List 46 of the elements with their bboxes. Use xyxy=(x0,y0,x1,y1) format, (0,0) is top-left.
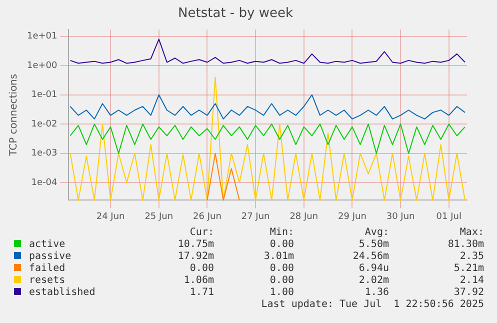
text: Last update: Tue Jul 1 22:50:56 2025 xyxy=(261,299,484,310)
text: 6.94u xyxy=(358,263,389,274)
text: 5.50m xyxy=(358,239,389,250)
text: 0.00 xyxy=(188,263,214,274)
text: 2.02m xyxy=(358,275,389,286)
text: 5.21m xyxy=(452,263,484,274)
text: Max: xyxy=(458,227,484,238)
text: 2.35 xyxy=(458,251,484,262)
x-tick-label: 25 Jun xyxy=(144,212,174,222)
x-tick-label: 01 Jul xyxy=(436,212,462,222)
x-tick-label: 29 Jun xyxy=(338,212,366,222)
y-tick-label: 1e-01 xyxy=(31,90,58,100)
text: 37.92 xyxy=(452,287,484,298)
text: 1.00 xyxy=(268,287,294,298)
text: 3.01m xyxy=(262,251,294,262)
x-tick-label: 30 Jun xyxy=(386,212,415,222)
text: 1.71 xyxy=(188,287,214,298)
text: 0.00 xyxy=(268,275,294,286)
legend-label: failed xyxy=(28,263,66,275)
text: Avg: xyxy=(364,227,389,238)
y-tick-label: 1e-02 xyxy=(31,119,58,130)
text: 0.00 xyxy=(268,239,294,250)
text: Min: xyxy=(268,227,294,238)
text: 10.75m xyxy=(176,239,214,250)
y-tick-label: 1e+00 xyxy=(26,60,58,71)
text: 81.30m xyxy=(446,239,484,250)
y-tick-label: 1e-04 xyxy=(31,178,58,188)
legend-label: active xyxy=(28,239,66,251)
x-tick-label: 28 Jun xyxy=(290,212,318,222)
legend-label: passive xyxy=(28,251,72,263)
x-tick-label: 27 Jun xyxy=(241,212,270,222)
text: 0.00 xyxy=(268,263,294,274)
text: 1.36 xyxy=(364,287,389,298)
x-tick-label: 26 Jun xyxy=(193,212,222,222)
text: Cur: xyxy=(188,227,214,238)
text: 2.14 xyxy=(458,275,484,286)
x-tick-label: 24 Jun xyxy=(96,212,125,222)
legend-label: resets xyxy=(28,275,66,287)
chart-title: Netstat - by week xyxy=(178,6,294,22)
y-axis-title: TCP connections xyxy=(8,74,20,157)
text: 17.92m xyxy=(176,251,214,262)
text: 1.06m xyxy=(182,275,214,286)
y-tick-label: 1e+01 xyxy=(26,32,58,42)
y-tick-label: 1e-03 xyxy=(31,148,58,159)
text: 24.56m xyxy=(352,251,389,262)
legend-label: established xyxy=(28,287,96,299)
